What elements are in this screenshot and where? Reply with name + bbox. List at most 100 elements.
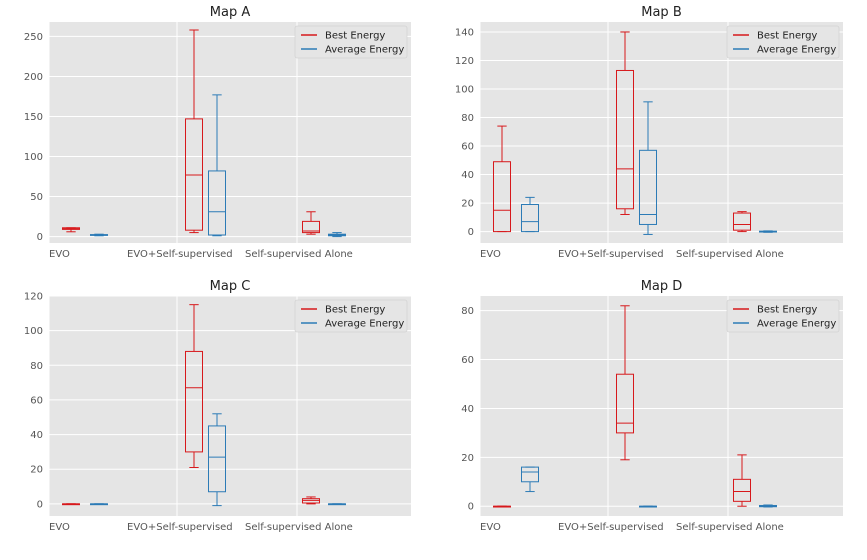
x-tick-label: EVO bbox=[49, 522, 70, 533]
legend-label: Best Energy bbox=[757, 305, 817, 316]
best-energy-box bbox=[493, 505, 511, 508]
iqr-box bbox=[733, 478, 751, 502]
legend-frame bbox=[294, 299, 408, 333]
legend-label: Best Energy bbox=[325, 31, 385, 42]
best-energy-box bbox=[616, 305, 634, 461]
iqr-box bbox=[493, 161, 511, 233]
best-energy-box bbox=[493, 125, 511, 233]
y-tick-label: 140 bbox=[455, 27, 474, 38]
y-tick-label: 100 bbox=[455, 85, 474, 96]
iqr-box bbox=[302, 220, 320, 234]
iqr-box bbox=[616, 373, 634, 434]
legend-label: Average Energy bbox=[757, 319, 836, 330]
legend: Best Energy Average Energy bbox=[726, 299, 840, 333]
legend: Best Energy Average Energy bbox=[726, 25, 840, 59]
y-tick-label: 200 bbox=[24, 72, 43, 83]
iqr-box bbox=[639, 149, 657, 225]
iqr-box bbox=[185, 350, 203, 453]
panel-3: 0 20 40 60 80 100 120 EVO EVO+Self-supervised Sel… bbox=[24, 279, 411, 533]
x-tick-label: EVO+Self-supervised bbox=[558, 522, 664, 533]
legend: Best Energy Average Energy bbox=[294, 25, 408, 59]
plot-background bbox=[49, 22, 411, 243]
y-tick-label: 150 bbox=[24, 112, 43, 123]
best-energy-box bbox=[62, 503, 80, 506]
panel-4: 0 20 40 60 80 EVO EVO+Self-supervised Self-supe… bbox=[461, 279, 843, 533]
x-tick-label: EVO bbox=[480, 522, 501, 533]
chart-title: Map A bbox=[210, 5, 251, 20]
y-tick-label: 60 bbox=[461, 355, 474, 366]
y-tick-label: 0 bbox=[468, 502, 474, 513]
iqr-box bbox=[208, 170, 226, 236]
best-energy-box bbox=[302, 496, 320, 505]
legend-frame bbox=[726, 25, 840, 59]
x-tick-label: EVO+Self-supervised bbox=[127, 522, 233, 533]
average-energy-box bbox=[90, 233, 108, 237]
average-energy-box bbox=[521, 466, 539, 493]
y-tick-label: 80 bbox=[461, 113, 474, 124]
average-energy-box bbox=[521, 196, 539, 233]
average-energy-box bbox=[328, 503, 346, 506]
iqr-box bbox=[521, 204, 539, 233]
best-energy-box bbox=[185, 304, 203, 468]
average-energy-box bbox=[639, 101, 657, 235]
panel-2: 0 20 40 60 80 100 120 140 EVO EVO+Self-supervised… bbox=[455, 5, 843, 260]
best-energy-box bbox=[616, 31, 634, 215]
y-tick-label: 60 bbox=[30, 395, 43, 406]
y-tick-label: 50 bbox=[30, 192, 43, 203]
y-tick-label: 20 bbox=[30, 465, 43, 476]
x-tick-label: EVO+Self-supervised bbox=[558, 249, 664, 260]
chart-title: Map D bbox=[641, 279, 683, 294]
y-tick-label: 40 bbox=[30, 430, 43, 441]
legend-label: Best Energy bbox=[757, 31, 817, 42]
plot-background bbox=[480, 296, 843, 516]
x-tick-label: Self-supervised Alone bbox=[676, 522, 784, 533]
iqr-box bbox=[521, 466, 539, 483]
x-tick-label: EVO+Self-supervised bbox=[127, 249, 233, 260]
y-tick-label: 100 bbox=[24, 326, 43, 337]
panel-1: 0 50 100 150 200 250 EVO EVO+Self-supervised Sel… bbox=[24, 5, 411, 260]
average-energy-box bbox=[759, 230, 777, 233]
average-energy-box bbox=[208, 94, 226, 237]
best-energy-box bbox=[733, 454, 751, 507]
legend-label: Average Energy bbox=[325, 45, 404, 56]
average-energy-box bbox=[328, 232, 346, 238]
legend-frame bbox=[726, 299, 840, 333]
best-energy-box bbox=[302, 211, 320, 235]
average-energy-box bbox=[759, 504, 777, 508]
best-energy-box bbox=[185, 29, 203, 234]
best-energy-box bbox=[733, 211, 751, 233]
legend-label: Average Energy bbox=[325, 319, 404, 330]
y-tick-label: 0 bbox=[468, 227, 474, 238]
y-tick-label: 20 bbox=[461, 453, 474, 464]
chart-title: Map C bbox=[210, 279, 251, 294]
chart-title: Map B bbox=[641, 5, 682, 20]
best-energy-box bbox=[62, 227, 80, 233]
average-energy-box bbox=[90, 503, 108, 506]
x-tick-label: EVO bbox=[480, 249, 501, 260]
y-tick-label: 40 bbox=[461, 170, 474, 181]
y-tick-label: 60 bbox=[461, 142, 474, 153]
average-energy-box bbox=[208, 413, 226, 507]
y-tick-label: 40 bbox=[461, 404, 474, 415]
x-tick-label: EVO bbox=[49, 249, 70, 260]
x-tick-label: Self-supervised Alone bbox=[676, 249, 784, 260]
legend-label: Best Energy bbox=[325, 305, 385, 316]
iqr-box bbox=[733, 212, 751, 231]
y-tick-label: 100 bbox=[24, 152, 43, 163]
average-energy-box bbox=[639, 505, 657, 508]
y-tick-label: 80 bbox=[461, 306, 474, 317]
y-tick-label: 80 bbox=[30, 361, 43, 372]
y-tick-label: 120 bbox=[24, 292, 43, 303]
legend-frame bbox=[294, 25, 408, 59]
y-tick-label: 0 bbox=[37, 499, 43, 510]
y-tick-label: 0 bbox=[37, 232, 43, 243]
y-tick-label: 250 bbox=[24, 32, 43, 43]
legend-label: Average Energy bbox=[757, 45, 836, 56]
legend: Best Energy Average Energy bbox=[294, 299, 408, 333]
plot-background bbox=[49, 296, 411, 516]
y-tick-label: 20 bbox=[461, 199, 474, 210]
iqr-box bbox=[616, 69, 634, 210]
iqr-box bbox=[208, 425, 226, 493]
y-tick-label: 120 bbox=[455, 56, 474, 67]
